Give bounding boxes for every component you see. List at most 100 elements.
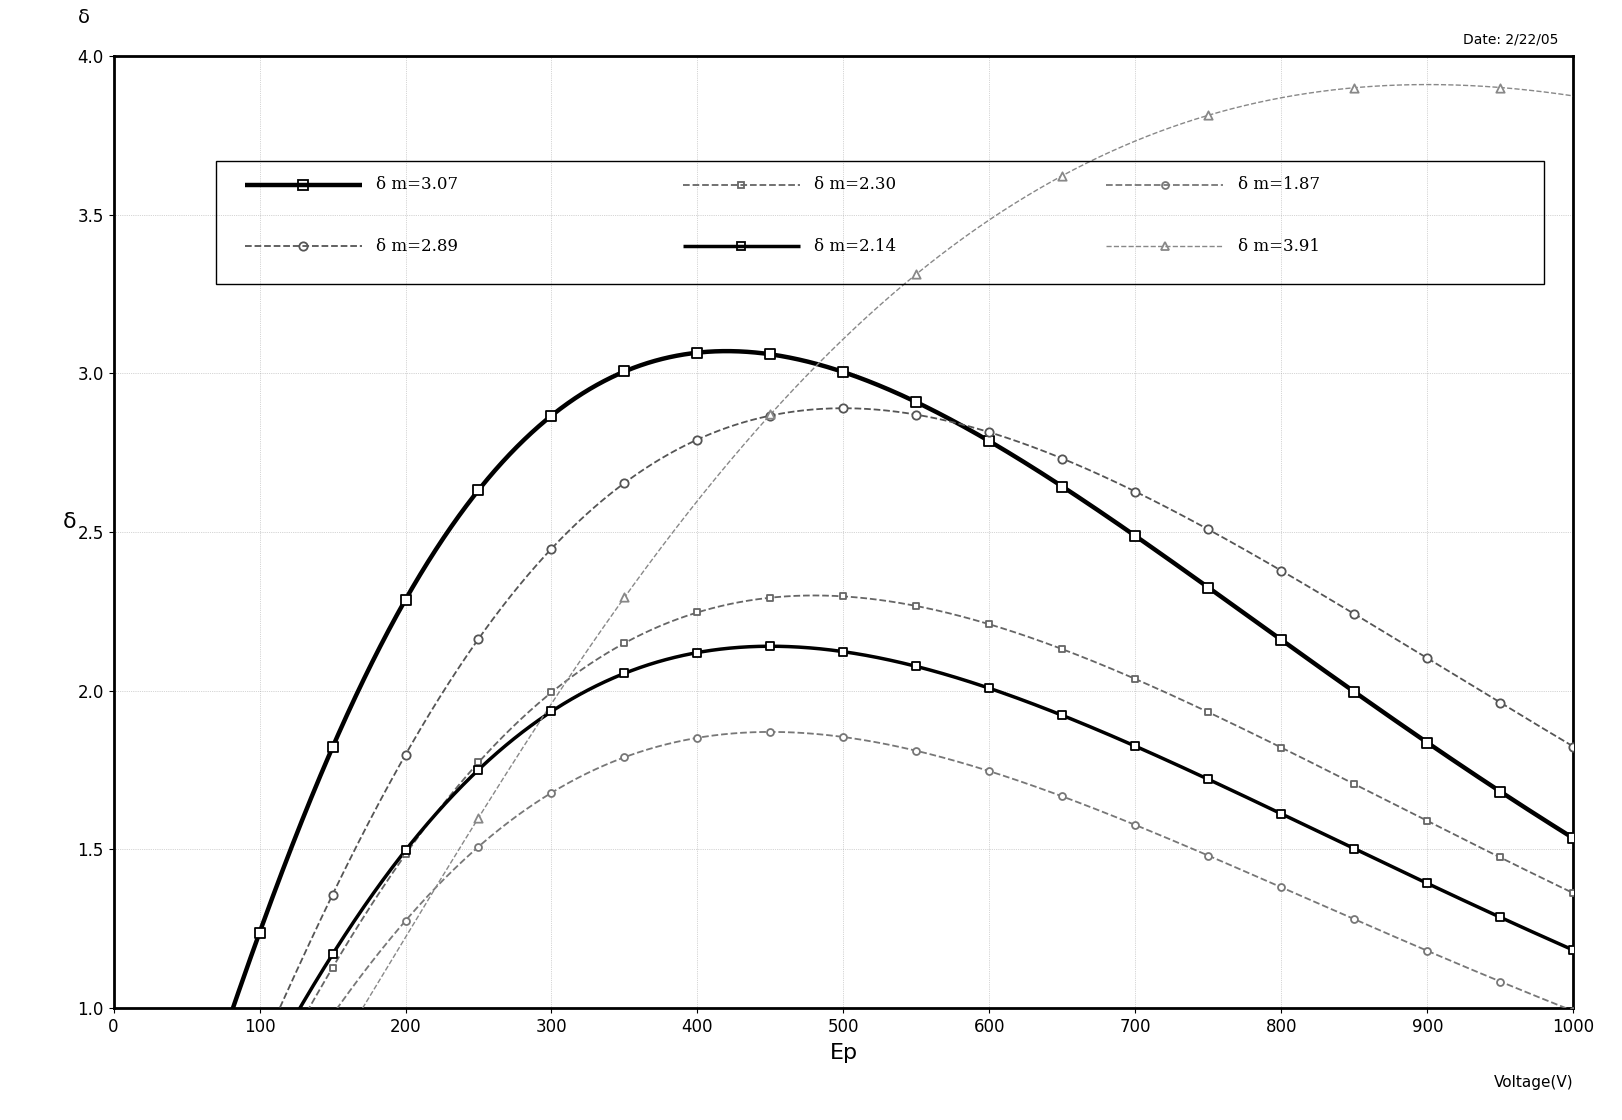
Point xyxy=(1195,703,1221,721)
Point xyxy=(903,393,929,411)
Point xyxy=(1560,1002,1586,1020)
Point xyxy=(1122,670,1148,688)
Point xyxy=(393,912,418,930)
Point xyxy=(1049,449,1075,467)
Point xyxy=(1268,805,1294,823)
Point xyxy=(393,841,418,859)
Point xyxy=(1268,631,1294,648)
Point xyxy=(757,724,783,741)
Point xyxy=(1487,693,1513,711)
Point xyxy=(903,265,929,283)
Point xyxy=(976,680,1002,698)
Point xyxy=(611,474,637,492)
Point xyxy=(684,644,710,662)
Text: δ m=1.87: δ m=1.87 xyxy=(1238,176,1320,193)
Point xyxy=(1268,878,1294,896)
Point xyxy=(466,838,491,856)
Point xyxy=(976,615,1002,633)
Point xyxy=(611,588,637,606)
Point xyxy=(1049,167,1075,185)
Point xyxy=(830,728,856,746)
Point xyxy=(1341,605,1367,623)
Point xyxy=(320,738,345,756)
Point xyxy=(539,407,564,424)
Point xyxy=(1560,884,1586,902)
Point xyxy=(1049,477,1075,495)
Point xyxy=(903,741,929,759)
Point xyxy=(757,345,783,363)
Point xyxy=(1122,528,1148,545)
Point xyxy=(466,809,491,827)
Point xyxy=(1049,707,1075,725)
Point xyxy=(1341,78,1367,96)
Point xyxy=(1487,783,1513,801)
Point xyxy=(757,637,783,655)
Point xyxy=(684,604,710,622)
Point xyxy=(539,702,564,720)
Text: Voltage(V): Voltage(V) xyxy=(1494,1075,1573,1090)
Point xyxy=(1268,562,1294,580)
Point xyxy=(1414,650,1440,668)
Point xyxy=(466,482,491,500)
Point xyxy=(1414,812,1440,830)
Point xyxy=(1195,847,1221,865)
Point xyxy=(320,959,345,977)
Point xyxy=(1341,911,1367,928)
Point xyxy=(539,683,564,701)
Point xyxy=(757,407,783,424)
Y-axis label: δ: δ xyxy=(63,512,76,532)
Point xyxy=(684,729,710,747)
Point xyxy=(539,784,564,802)
Point xyxy=(830,363,856,381)
Point xyxy=(1049,641,1075,659)
Point xyxy=(247,1117,272,1120)
Point xyxy=(1195,771,1221,788)
Point xyxy=(1195,521,1221,539)
Point xyxy=(1341,683,1367,701)
Point xyxy=(1560,941,1586,959)
Text: δ m=3.91: δ m=3.91 xyxy=(1238,237,1320,255)
Text: δ m=3.07: δ m=3.07 xyxy=(376,176,459,193)
Point xyxy=(1560,738,1586,756)
Text: δ m=2.30: δ m=2.30 xyxy=(814,176,897,193)
Text: δ m=2.14: δ m=2.14 xyxy=(814,237,897,255)
Point xyxy=(1560,829,1586,847)
Point xyxy=(611,363,637,381)
Point xyxy=(976,763,1002,781)
Point xyxy=(466,760,491,778)
Point xyxy=(830,587,856,605)
Point xyxy=(830,643,856,661)
Point xyxy=(1049,787,1075,805)
Text: Date: 2/22/05: Date: 2/22/05 xyxy=(1463,32,1559,47)
Point xyxy=(247,1089,272,1107)
Point xyxy=(1414,875,1440,893)
X-axis label: Ep: Ep xyxy=(829,1043,858,1063)
Point xyxy=(1341,775,1367,793)
Point xyxy=(903,597,929,615)
Point xyxy=(1122,737,1148,755)
Point xyxy=(247,1071,272,1089)
Bar xyxy=(216,161,1544,284)
Point xyxy=(976,432,1002,450)
Point xyxy=(1195,106,1221,124)
Point xyxy=(1487,78,1513,96)
Point xyxy=(393,746,418,764)
Point xyxy=(1414,734,1440,752)
Point xyxy=(1487,849,1513,867)
Point xyxy=(247,924,272,942)
Point xyxy=(684,344,710,362)
Point xyxy=(757,405,783,423)
Point xyxy=(1195,579,1221,597)
Point xyxy=(830,400,856,418)
Point xyxy=(320,1048,345,1066)
Point xyxy=(1487,972,1513,990)
Point xyxy=(903,405,929,423)
Point xyxy=(1414,942,1440,960)
Point xyxy=(611,664,637,682)
Point xyxy=(684,430,710,448)
Point xyxy=(757,589,783,607)
Point xyxy=(1487,908,1513,926)
Point xyxy=(611,748,637,766)
Point xyxy=(466,754,491,772)
Point xyxy=(1341,840,1367,858)
